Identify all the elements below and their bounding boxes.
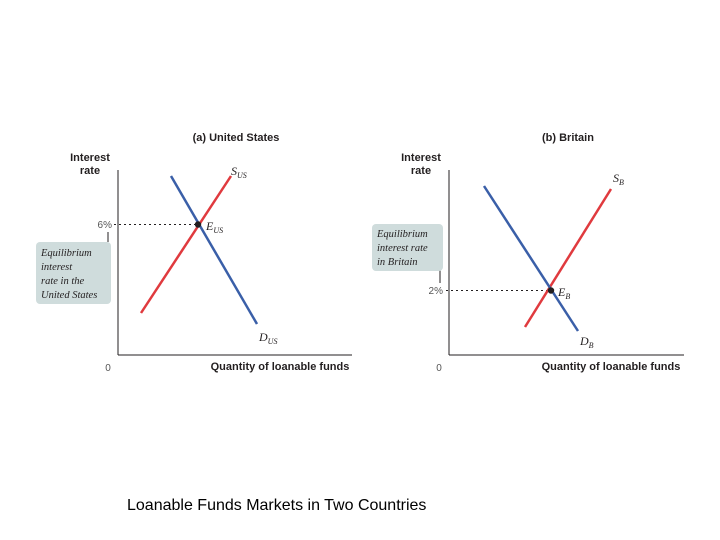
panel-b-note-line2: interest rate [377, 243, 428, 254]
panel-b-supply-curve [523, 188, 613, 328]
panel-a-equilibrium-note: Equilibrium interest rate in the United … [36, 242, 111, 304]
panel-b-x-label: Quantity of loanable funds [542, 361, 681, 373]
slide-caption: Loanable Funds Markets in Two Countries [127, 497, 427, 514]
panel-b-note-box [372, 224, 443, 271]
panel-a-rate-tick: 6% [98, 220, 113, 231]
panel-a-y-label-line1: Interest [70, 152, 110, 164]
panel-a-supply-curve [139, 175, 233, 314]
panel-b-equilibrium-label: EB [557, 285, 570, 301]
panel-b-y-label-line2: rate [411, 165, 431, 177]
panel-a-note-box [36, 242, 111, 304]
panel-b-y-label-line1: Interest [401, 152, 441, 164]
panel-a-equilibrium-point [194, 221, 202, 228]
panel-a-note-line3: rate in the [41, 276, 84, 287]
panel-b-supply-label: SB [613, 171, 624, 187]
panel-b-note-line3: in Britain [377, 257, 418, 268]
panel-a-title: (a) United States [193, 132, 280, 144]
panel-britain: (b) Britain Interest rate 0 Quantity of … [372, 132, 684, 374]
panel-a-demand-label: DUS [258, 330, 277, 346]
panel-a-supply-label: SUS [231, 164, 247, 180]
panel-a-note-line1: Equilibrium [40, 248, 92, 259]
panel-a-note-line2: interest [41, 262, 73, 273]
panel-a-origin-label: 0 [105, 363, 111, 374]
panel-a-note-line4: United States [41, 290, 97, 301]
panel-b-equilibrium-note: Equilibrium interest rate in Britain [372, 224, 443, 271]
panel-b-equilibrium-point [547, 287, 555, 294]
panel-b-demand-label: DB [579, 334, 594, 350]
panel-a-x-label: Quantity of loanable funds [211, 361, 350, 373]
panel-a-equilibrium-label: EUS [205, 219, 223, 235]
panel-b-demand-curve [482, 185, 580, 332]
panel-b-rate-tick: 2% [429, 286, 444, 297]
panel-a-y-label-line2: rate [80, 165, 100, 177]
panel-a-demand-curve [169, 175, 259, 325]
panel-b-origin-label: 0 [436, 363, 442, 374]
panel-b-title: (b) Britain [542, 132, 594, 144]
panel-united-states: (a) United States Interest rate 0 Quanti… [36, 132, 352, 374]
panel-b-note-line1: Equilibrium [376, 229, 428, 240]
